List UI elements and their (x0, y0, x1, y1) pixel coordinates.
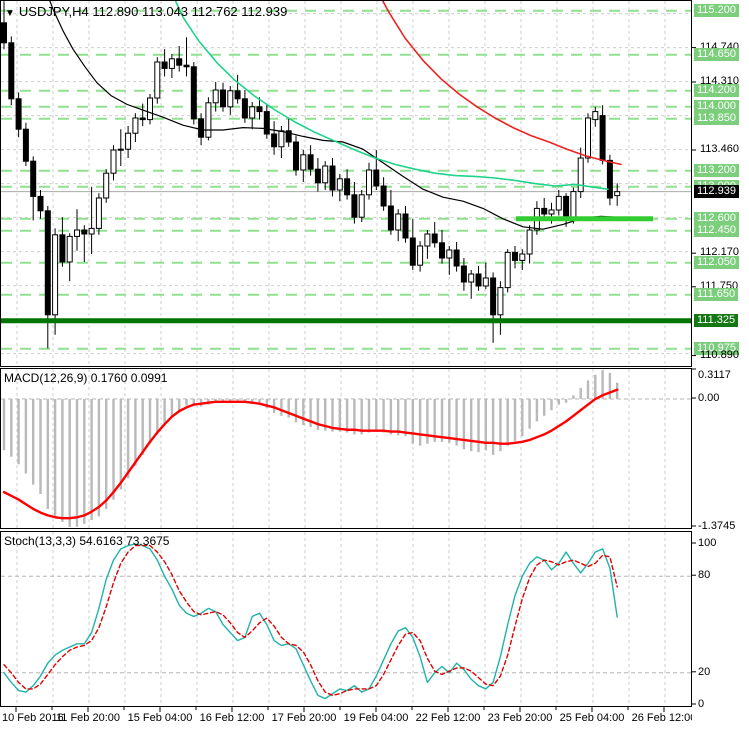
price-axis[interactable]: 115.200 114.740 114.650 114.310 114.200 114.0… (692, 0, 749, 731)
macd-axis-label: 0.3117 (698, 369, 731, 381)
time-axis-label: 16 Feb 12:00 (199, 712, 265, 724)
price-axis-label: 112.450 (694, 223, 739, 237)
time-axis[interactable]: 10 Feb 2016 11 Feb 20:00 15 Feb 04:00 16 Fe… (0, 707, 696, 731)
price-axis-label: 112.600 (694, 211, 739, 225)
time-axis-label: 22 Feb 12:00 (415, 712, 481, 724)
macd-chart-canvas[interactable] (1, 369, 691, 528)
stochastic-chart-canvas[interactable] (1, 532, 691, 706)
price-axis-label: 114.000 (694, 99, 739, 113)
price-axis-label: 113.850 (694, 111, 739, 125)
main-chart-panel[interactable]: ▼ USDJPY,H4 112.890 113.043 112.762 112.9… (0, 0, 692, 367)
stochastic-axis-label: 20 (698, 665, 711, 678)
stochastic-indicator-label: Stoch(13,3,3) 54.6163 73.3675 (4, 534, 170, 548)
time-axis-label: 10 Feb 2016 (2, 712, 64, 724)
support-level-label: 111.325 (694, 313, 739, 327)
symbol-dropdown-icon[interactable]: ▼ (5, 8, 15, 19)
time-axis-label: 15 Feb 04:00 (127, 712, 193, 724)
price-axis-label: 110.890 (700, 348, 739, 361)
time-axis-label: 11 Feb 20:00 (55, 712, 121, 724)
time-axis-label: 26 Feb 12:00 (631, 712, 697, 724)
price-axis-label: 113.460 (700, 143, 739, 155)
macd-axis-label: -1.3745 (698, 519, 736, 532)
symbol-ohlc-readout: USDJPY,H4 112.890 113.043 112.762 112.93… (18, 4, 288, 19)
macd-panel[interactable]: MACD(12,26,9) 0.1760 0.0991 (0, 368, 692, 529)
macd-indicator-label: MACD(12,26,9) 0.1760 0.0991 (4, 371, 168, 385)
time-axis-ticks (15, 707, 665, 712)
price-axis-label: 114.200 (694, 83, 739, 97)
stochastic-panel[interactable]: Stoch(13,3,3) 54.6163 73.3675 (0, 531, 692, 707)
price-axis-label: 115.200 (694, 3, 739, 17)
price-axis-label: 114.650 (694, 47, 739, 61)
chart-header: ▼ USDJPY,H4 112.890 113.043 112.762 112.9… (5, 4, 287, 19)
time-axis-label: 17 Feb 20:00 (271, 712, 337, 724)
price-axis-label: 111.650 (694, 287, 739, 301)
price-axis-label: 112.050 (694, 255, 739, 269)
price-axis-ticks (692, 47, 696, 705)
time-axis-label: 23 Feb 20:00 (487, 712, 553, 724)
candlestick-chart-canvas[interactable] (1, 1, 691, 366)
stochastic-axis-label: 100 (698, 537, 717, 549)
macd-axis-label: 0.00 (698, 392, 720, 405)
stochastic-axis-label: 80 (698, 569, 711, 582)
price-axis-label: 110.975 (694, 341, 739, 355)
price-axis-label: 113.200 (694, 163, 739, 177)
time-axis-label: 25 Feb 04:00 (559, 712, 625, 724)
current-price-label: 112.939 (694, 184, 739, 198)
price-axis-label: 112.170 (700, 246, 739, 259)
time-axis-label: 19 Feb 04:00 (343, 712, 409, 724)
stochastic-axis-label: 0 (698, 698, 705, 710)
